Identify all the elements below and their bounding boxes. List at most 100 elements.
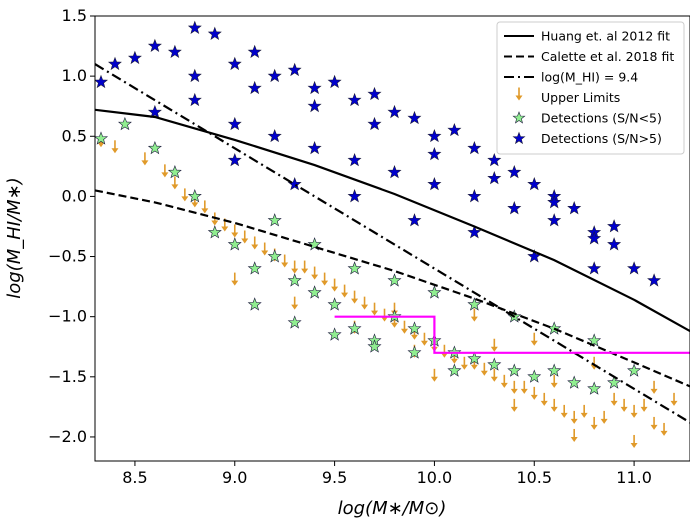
data-point-star [467, 225, 482, 239]
data-point-star [347, 152, 362, 167]
data-point-star [327, 297, 342, 311]
data-point-star [287, 273, 302, 287]
data-point-star [327, 74, 342, 89]
y-tick-label: −2.0 [48, 427, 87, 446]
legend-label: Upper Limits [541, 90, 620, 105]
data-point-upper-limit [650, 380, 658, 394]
legend-label: log(M_HI) = 9.4 [541, 70, 638, 85]
data-point-star [407, 110, 422, 125]
data-point-star [607, 219, 622, 233]
data-point-star [95, 74, 109, 89]
data-point-upper-limit [460, 356, 468, 370]
data-point-star [287, 177, 302, 191]
data-point-star [387, 165, 402, 179]
data-point-upper-limit [640, 398, 648, 412]
data-point-star [307, 80, 322, 95]
data-point-star [367, 116, 382, 131]
data-point-upper-limit [510, 380, 518, 394]
data-point-star [467, 297, 482, 311]
legend-label: Detections (S/N<5) [541, 111, 662, 126]
data-point-star [267, 249, 282, 263]
data-point-upper-limit [570, 410, 578, 424]
x-tick-label: 9.0 [222, 468, 247, 487]
data-point-upper-limit [231, 224, 239, 238]
data-point-star [507, 201, 522, 215]
data-point-upper-limit [520, 380, 528, 394]
data-point-star [307, 237, 322, 251]
data-point-star [587, 381, 602, 395]
data-point-upper-limit [241, 230, 249, 244]
data-point-upper-limit [141, 152, 149, 166]
data-point-star [347, 321, 362, 335]
data-point-upper-limit [510, 398, 518, 412]
data-point-star [347, 189, 362, 203]
data-point-star [367, 339, 382, 353]
data-point-star [287, 315, 302, 329]
data-point-upper-limit [490, 368, 498, 382]
data-point-star [627, 261, 642, 275]
data-point-star [427, 285, 442, 299]
data-point-star [267, 68, 282, 83]
data-point-star [587, 261, 602, 275]
data-point-upper-limit [620, 398, 628, 412]
data-point-star [327, 327, 342, 341]
data-point-star [147, 38, 162, 52]
data-point-upper-limit [590, 356, 598, 370]
data-point-star [227, 56, 242, 71]
fit-lines [95, 63, 690, 424]
data-point-upper-limit [500, 374, 508, 388]
data-point-upper-limit [251, 236, 259, 250]
data-point-star [167, 44, 182, 58]
data-point-star [287, 62, 302, 77]
data-point-star [267, 213, 282, 227]
data-point-star [267, 128, 282, 143]
data-point-star [527, 369, 542, 383]
data-point-star [207, 225, 222, 239]
data-point-star [467, 140, 482, 155]
legend-star [512, 111, 526, 124]
data-point-star [307, 98, 322, 113]
data-point-upper-limit [670, 392, 678, 406]
data-point-upper-limit [470, 308, 478, 322]
legend-label: Huang et. al 2012 fit [541, 29, 670, 44]
data-point-upper-limit [540, 392, 548, 406]
data-point-star [427, 146, 442, 161]
data-point-star [427, 177, 442, 191]
data-point-star [367, 86, 382, 101]
data-point-star [547, 363, 562, 377]
data-point-star [487, 152, 502, 167]
data-point-star [187, 189, 202, 203]
data-point-star [487, 171, 502, 185]
data-point-star [227, 152, 242, 167]
data-point-upper-limit [171, 176, 179, 190]
y-axis-label: log(M_HI/M∗) [4, 177, 25, 299]
x-tick-label: 10.5 [516, 468, 552, 487]
legend: Huang et. al 2012 fit Calette et al. 2018… [496, 21, 685, 155]
data-point-star [227, 237, 242, 251]
legend-box [496, 21, 685, 155]
line-dashdot [95, 63, 690, 424]
x-tick-label: 8.5 [122, 468, 147, 487]
data-point-upper-limit [530, 332, 538, 346]
data-point-upper-limit [630, 434, 638, 448]
data-point-star [307, 140, 322, 155]
data-point-star [127, 50, 142, 65]
line-dashed [95, 189, 690, 388]
data-point-upper-limit [341, 284, 349, 298]
data-point-star [247, 297, 262, 311]
data-point-upper-limit [490, 338, 498, 352]
data-point-star [487, 357, 502, 371]
data-point-star [507, 363, 522, 377]
data-point-star [167, 165, 182, 179]
data-point-upper-limit [400, 320, 408, 334]
legend-arrow [515, 87, 523, 101]
y-tick-label: 0.0 [62, 186, 87, 205]
data-point-upper-limit [291, 260, 299, 274]
y-axis: 1.5 1.0 0.5 0.0 −0.5 −1.0 −1.5 −2.0 [48, 6, 95, 446]
data-point-star [587, 231, 602, 245]
data-point-upper-limit [351, 290, 359, 304]
data-point-star [147, 140, 162, 155]
data-point-upper-limit [570, 428, 578, 442]
data-point-star [307, 285, 322, 299]
